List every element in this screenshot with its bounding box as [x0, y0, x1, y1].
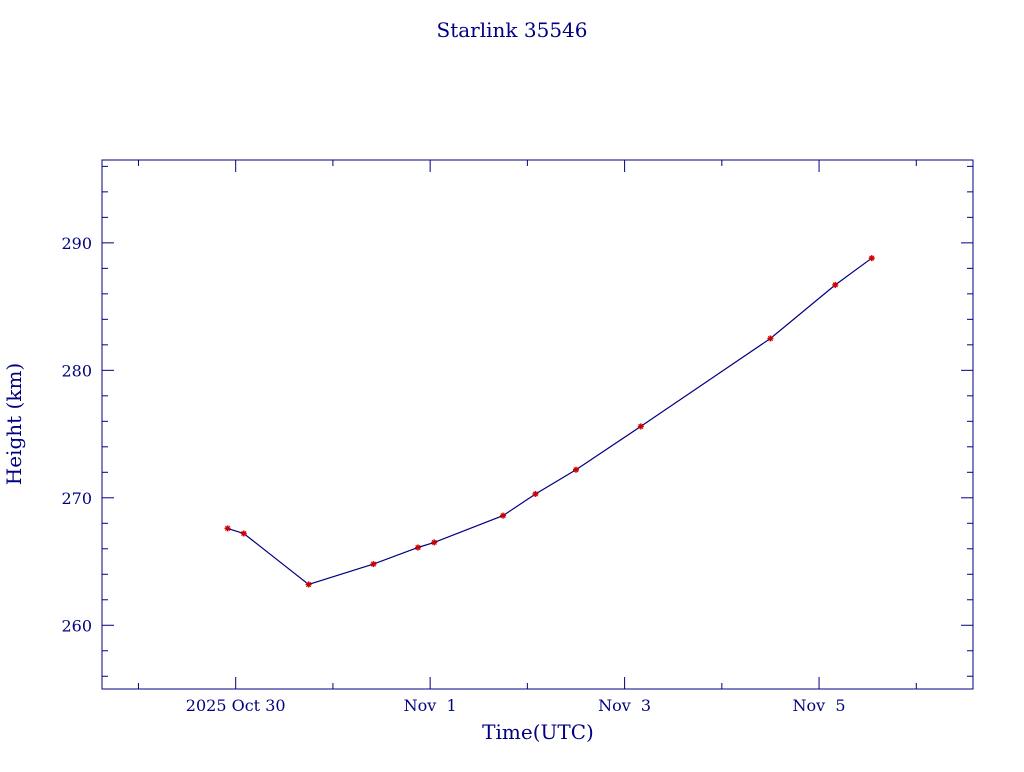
data-point: [767, 335, 774, 342]
x-tick-label: Nov 5: [793, 696, 846, 715]
x-tick-label: Nov 3: [598, 696, 651, 715]
data-point: [240, 530, 247, 537]
y-axis-label: Height (km): [2, 363, 26, 485]
data-points: [224, 255, 875, 588]
data-point: [832, 281, 839, 288]
y-tick-label: 290: [61, 234, 92, 253]
x-tick-label: Nov 1: [404, 696, 457, 715]
y-tick-label: 260: [61, 616, 92, 635]
data-point: [500, 512, 507, 519]
data-point: [370, 561, 377, 568]
data-point: [532, 490, 539, 497]
tick-labels: 2025 Oct 30 Nov 1 Nov 3 Nov 5 260 270 280 290: [61, 234, 845, 715]
axis-ticks: [102, 160, 973, 689]
x-tick-label: 2025 Oct 30: [186, 696, 286, 715]
data-point: [868, 255, 875, 262]
data-point: [414, 544, 421, 551]
data-point: [637, 423, 644, 430]
data-point: [224, 525, 231, 532]
series-line-group: [227, 257, 873, 586]
plot-frame: [101, 159, 974, 690]
data-point: [305, 581, 312, 588]
chart-title: Starlink 35546: [437, 18, 588, 42]
y-tick-label: 270: [61, 489, 92, 508]
series-line: [227, 257, 873, 586]
y-tick-label: 280: [61, 361, 92, 380]
data-point: [572, 466, 579, 473]
data-point: [431, 539, 438, 546]
x-axis-label: Time(UTC): [482, 720, 594, 744]
